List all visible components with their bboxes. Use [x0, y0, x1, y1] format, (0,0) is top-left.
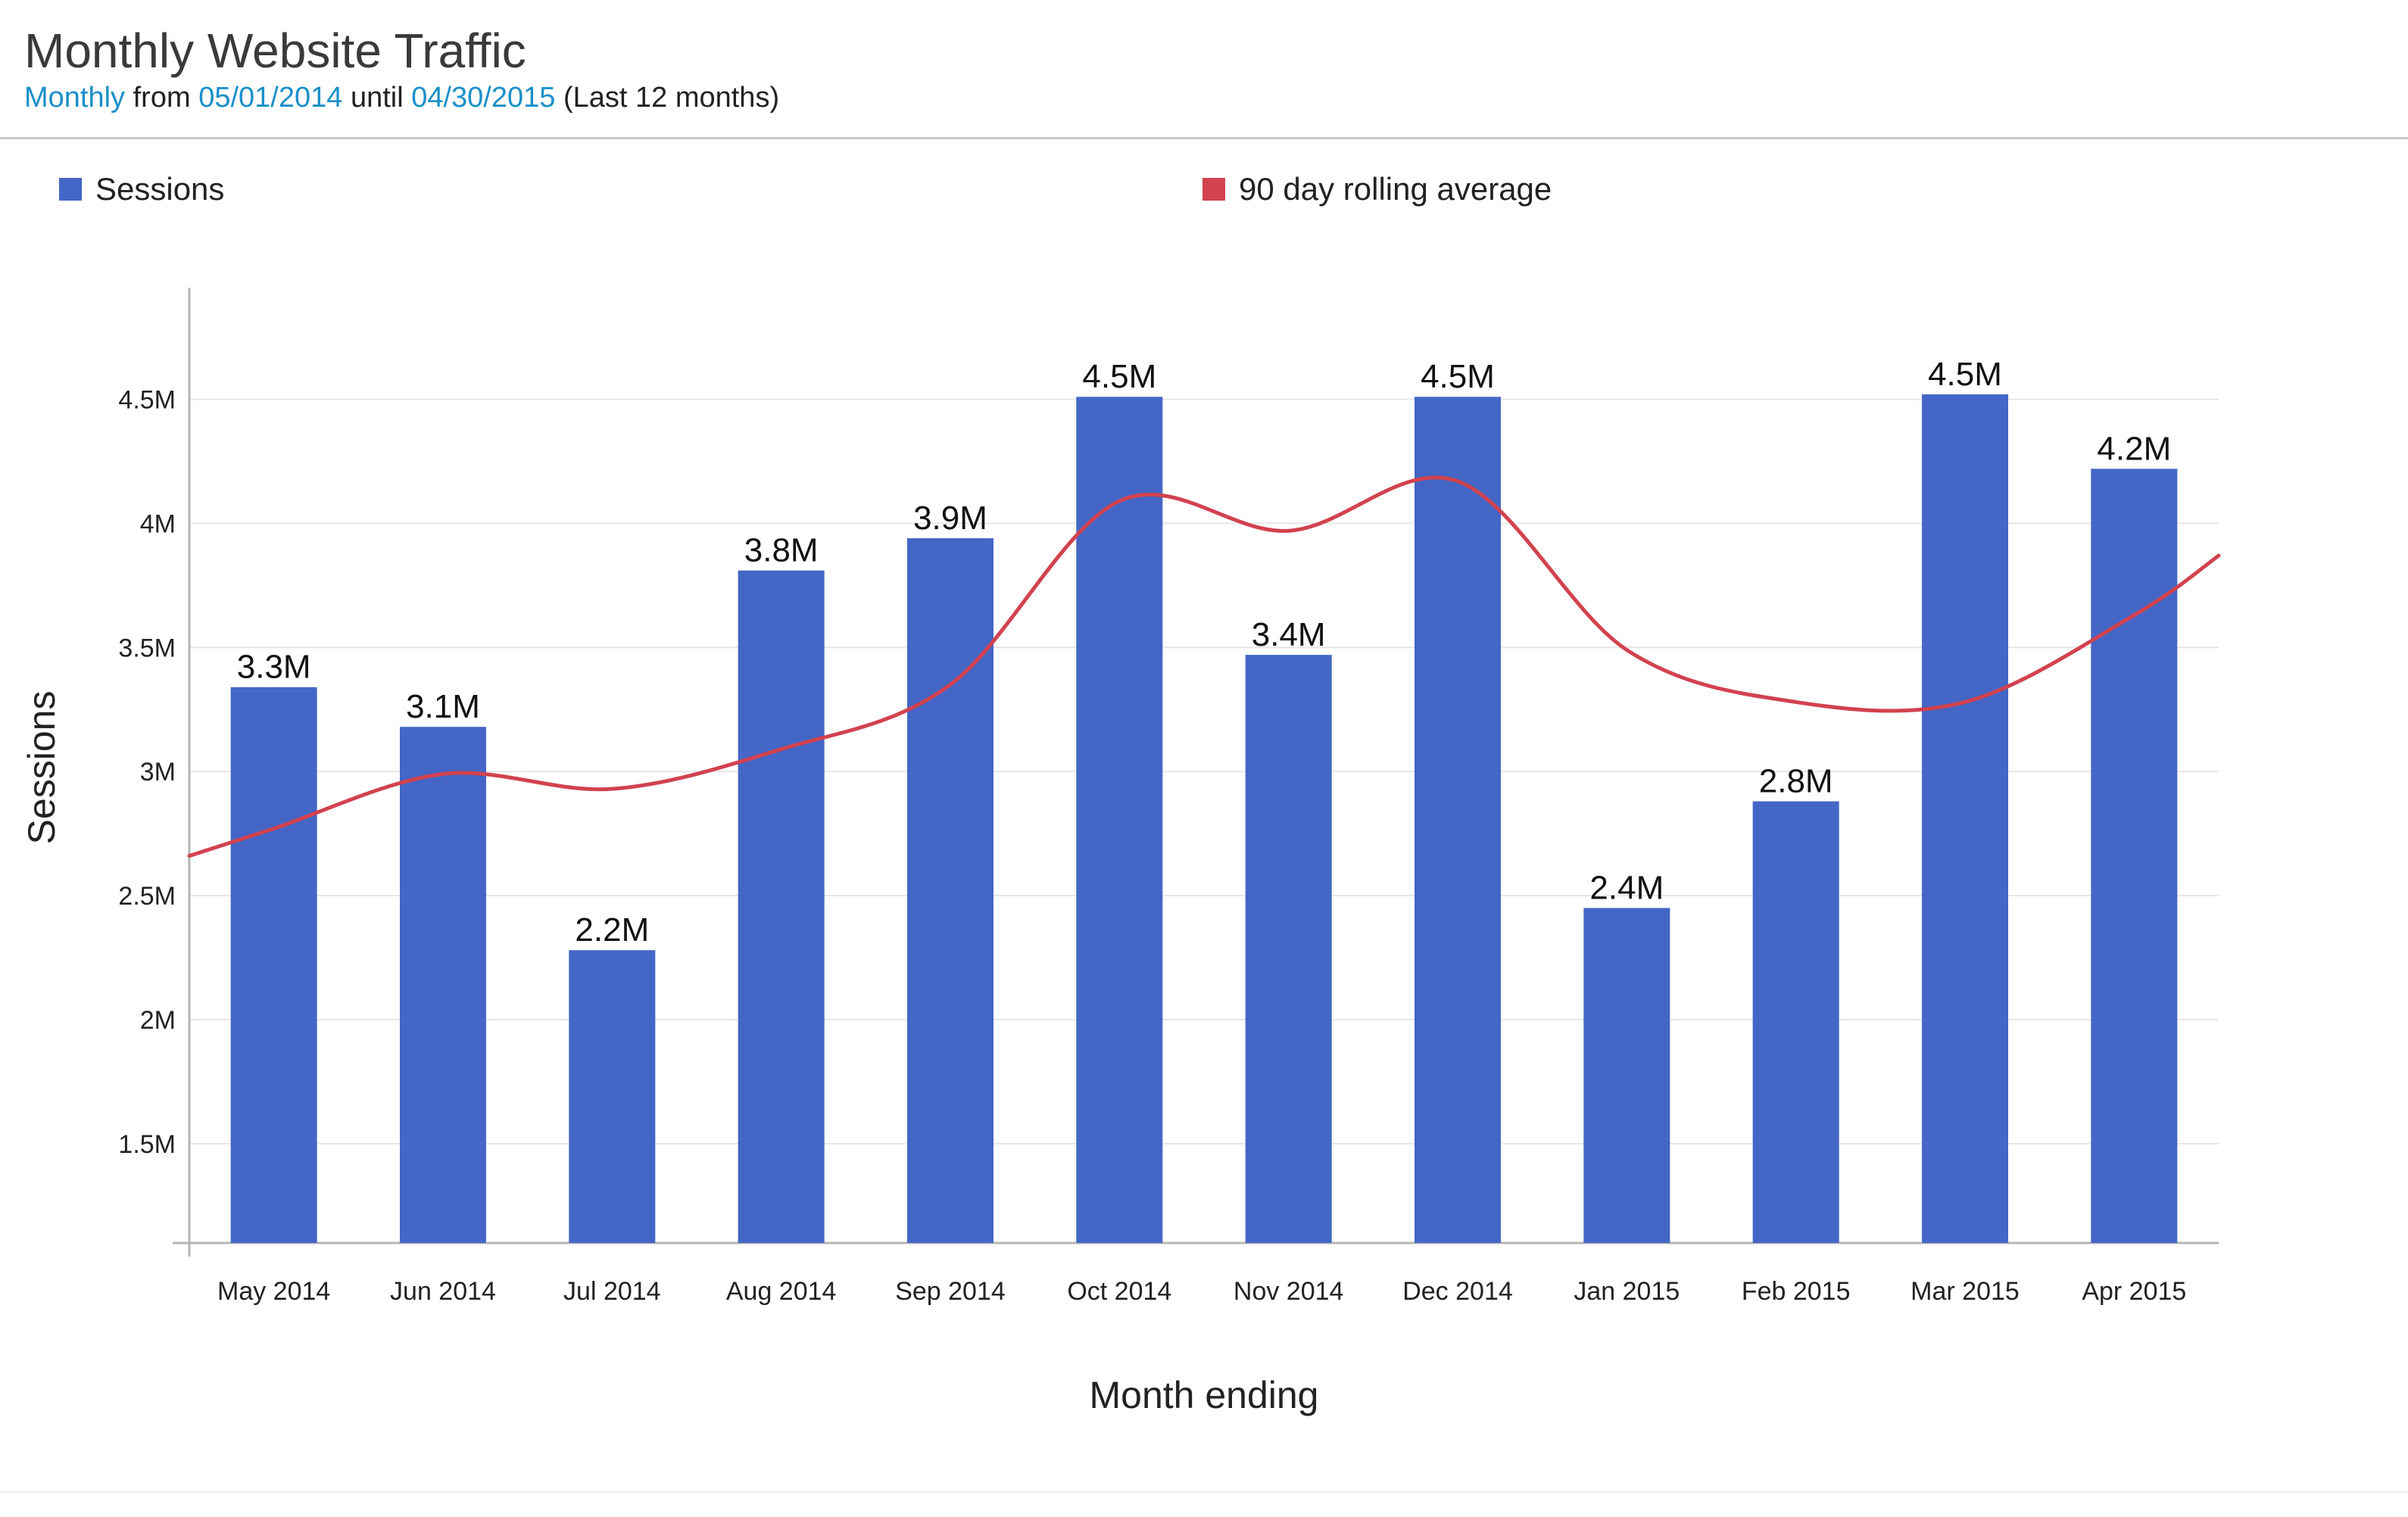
grid-layer: [189, 398, 2219, 1145]
until-text: until: [350, 82, 404, 114]
x-axis-title: Month ending: [1089, 1374, 1318, 1416]
y-tick-label: 4.5M: [118, 386, 176, 415]
x-tick-label: Aug 2014: [726, 1277, 837, 1306]
chart-header: Monthly Website Traffic Monthly from 05/…: [0, 0, 2408, 139]
bar-sessions[interactable]: [2091, 469, 2178, 1243]
y-tick-label: 1.5M: [118, 1130, 176, 1159]
bar-data-label: 4.2M: [2097, 430, 2171, 467]
legend-item-rolling-average[interactable]: 90 day rolling average: [1202, 168, 1552, 210]
x-tick-label: Oct 2014: [1067, 1277, 1171, 1306]
bar-sessions[interactable]: [907, 538, 993, 1243]
y-tick-label: 4M: [140, 509, 176, 538]
legend-sessions-label: Sessions: [95, 171, 225, 207]
from-text: from: [133, 82, 191, 114]
sessions-swatch-icon: [59, 178, 82, 201]
bar-layer: [230, 394, 2178, 1244]
bar-sessions[interactable]: [400, 727, 486, 1243]
bar-data-label: 4.5M: [1928, 356, 2002, 393]
x-tick-label: May 2014: [217, 1277, 330, 1306]
bar-data-label: 2.4M: [1589, 869, 1664, 906]
chart-title: Monthly Website Traffic: [24, 23, 526, 78]
x-tick-label: Apr 2015: [2082, 1277, 2186, 1306]
footer-divider: [0, 1491, 2408, 1493]
label-layer: 3.3M 3.1M 2.2M 3.8M 3.9M 4.5M 3.4M 4.5M 2.4M 2.8M…: [237, 356, 2171, 949]
bar-sessions[interactable]: [1076, 397, 1163, 1244]
start-date-link[interactable]: 05/01/2014: [198, 82, 343, 114]
legend-item-sessions[interactable]: Sessions: [59, 168, 224, 210]
line-layer: [187, 475, 2221, 858]
bar-data-label: 4.5M: [1082, 358, 1156, 395]
period-link[interactable]: Monthly: [24, 82, 126, 114]
y-axis-title: Sessions: [20, 691, 63, 845]
bar-sessions[interactable]: [1752, 801, 1839, 1243]
x-tick-label: Mar 2015: [1910, 1277, 2020, 1306]
x-tick-label: Sep 2014: [895, 1277, 1006, 1306]
bar-sessions[interactable]: [230, 687, 317, 1243]
rolling-average-swatch-icon: [1202, 178, 1225, 201]
x-tick-label: Dec 2014: [1402, 1277, 1513, 1306]
bar-sessions[interactable]: [1245, 655, 1332, 1243]
rolling-average-line[interactable]: [187, 475, 2221, 858]
bar-data-label: 4.5M: [1421, 358, 1495, 395]
axis-layer: 1.5M 2M 2.5M 3M 3.5M 4M 4.5M May 2014 Jun 2014 Ju…: [118, 288, 2219, 1306]
bar-data-label: 2.8M: [1759, 763, 1833, 800]
range-note: (Last 12 months): [563, 82, 780, 114]
bar-data-label: 2.2M: [575, 911, 649, 949]
chart-subtitle: Monthly from 05/01/2014 until 04/30/2015…: [24, 82, 779, 114]
bar-sessions[interactable]: [1583, 908, 1670, 1243]
bar-data-label: 3.1M: [406, 688, 480, 725]
bar-sessions[interactable]: [569, 950, 656, 1243]
end-date-link[interactable]: 04/30/2015: [411, 82, 556, 114]
bar-data-label: 3.9M: [913, 500, 987, 537]
bar-data-label: 3.8M: [744, 532, 819, 569]
x-tick-label: Jul 2014: [563, 1277, 661, 1306]
x-tick-label: Nov 2014: [1234, 1277, 1344, 1306]
x-tick-label: Jan 2015: [1574, 1277, 1680, 1306]
bar-data-label: 3.3M: [237, 649, 311, 686]
legend-rolling-label: 90 day rolling average: [1239, 171, 1552, 207]
bar-data-label: 3.4M: [1252, 616, 1326, 653]
x-tick-label: Jun 2014: [390, 1277, 496, 1306]
y-tick-label: 3.5M: [118, 634, 176, 662]
bar-sessions[interactable]: [1415, 397, 1501, 1244]
y-tick-label: 3M: [140, 758, 176, 787]
y-tick-label: 2M: [140, 1006, 176, 1035]
bar-sessions[interactable]: [1922, 394, 2008, 1243]
x-tick-label: Feb 2015: [1742, 1277, 1851, 1306]
bar-sessions[interactable]: [738, 570, 825, 1243]
y-tick-label: 2.5M: [118, 882, 176, 911]
